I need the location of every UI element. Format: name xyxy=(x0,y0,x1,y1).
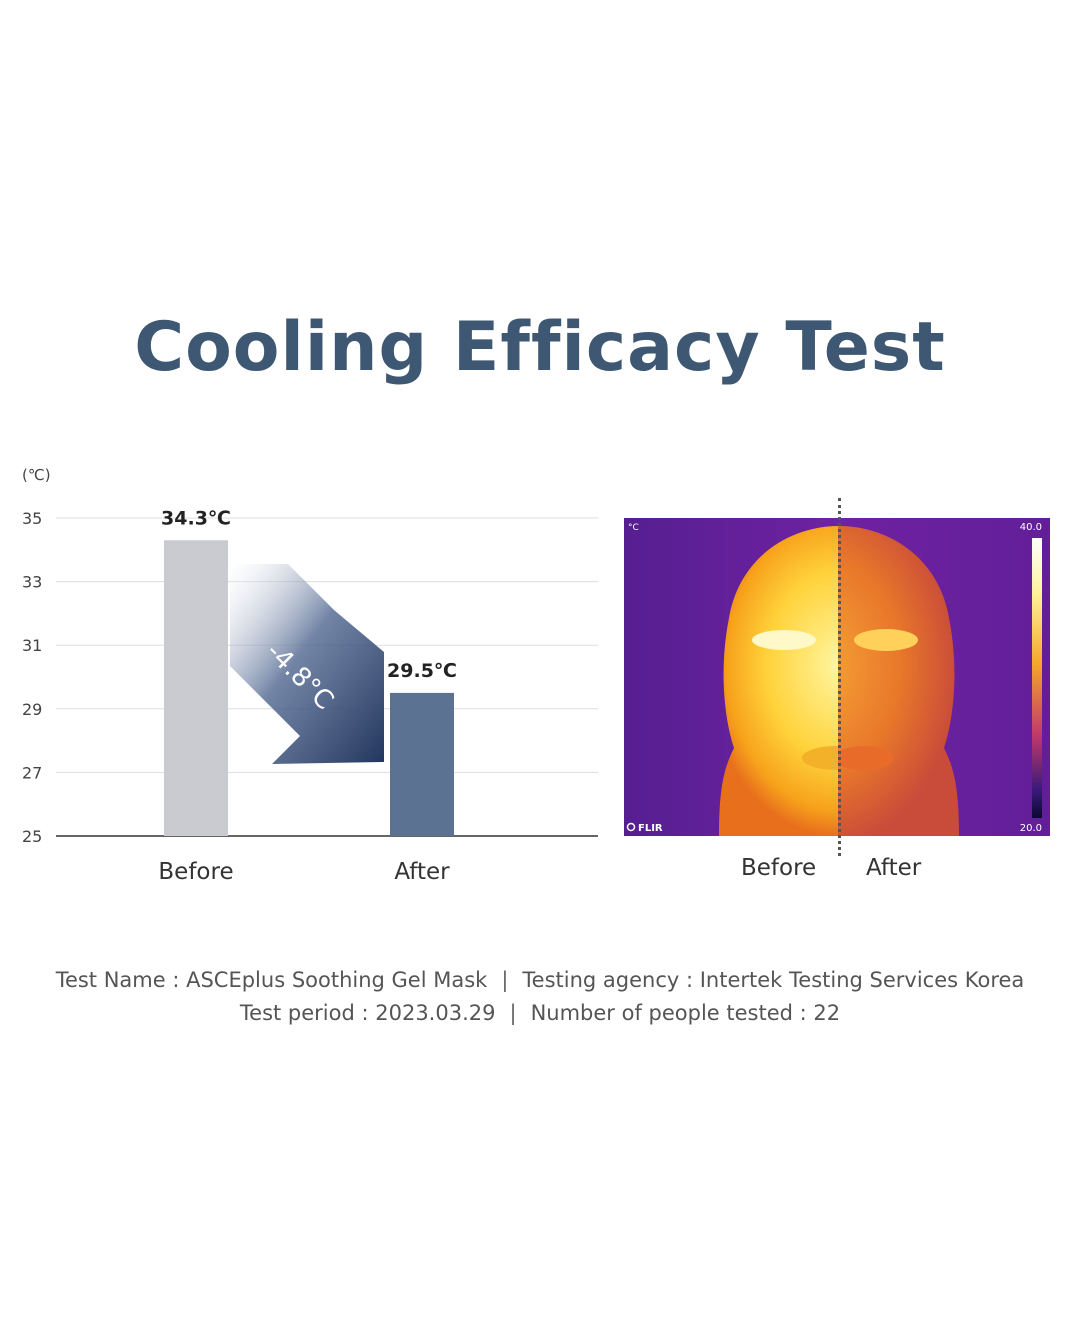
people-tested: Number of people tested : 22 xyxy=(530,1001,841,1025)
thermal-image: 40.0 20.0 °C FLIR xyxy=(624,518,1050,836)
thermal-unit-label: °C xyxy=(628,523,639,533)
flir-logo: FLIR xyxy=(638,823,663,834)
y-tick-label: 25 xyxy=(22,827,42,846)
y-tick-label: 31 xyxy=(22,636,42,655)
test-period: Test period : 2023.03.29 xyxy=(239,1001,496,1025)
decrease-arrow xyxy=(230,564,384,764)
y-tick-label: 33 xyxy=(22,573,42,592)
footer-line-1: Test Name : ASCEplus Soothing Gel Mask | T… xyxy=(0,968,1080,992)
test-name: Test Name : ASCEplus Soothing Gel Mask xyxy=(55,968,488,992)
x-category-label: After xyxy=(394,859,450,885)
y-unit-label: (℃) xyxy=(22,466,51,484)
page-title: Cooling Efficacy Test xyxy=(134,308,946,387)
testing-agency: Testing agency : Intertek Testing Servic… xyxy=(522,968,1025,992)
bar-after xyxy=(390,692,454,836)
flir-logo-icon xyxy=(626,822,636,832)
bar-before xyxy=(164,540,228,836)
y-tick-label: 27 xyxy=(22,763,42,782)
y-tick-label: 35 xyxy=(22,509,42,528)
scale-min-label: 20.0 xyxy=(1020,823,1042,834)
x-category-label: Before xyxy=(158,859,233,885)
footer-separator: | xyxy=(501,968,509,992)
bar-value-label: 29.5℃ xyxy=(387,660,457,682)
footer-separator: | xyxy=(509,1001,517,1025)
thermal-after-label: After xyxy=(866,855,922,881)
before-after-divider xyxy=(838,498,841,856)
scale-max-label: 40.0 xyxy=(1020,522,1042,533)
footer-line-2: Test period : 2023.03.29 | Number of peopl… xyxy=(0,1001,1080,1025)
y-tick-label: 29 xyxy=(22,700,42,719)
thermal-before-label: Before xyxy=(741,855,817,881)
bar-value-label: 34.3℃ xyxy=(161,507,231,529)
